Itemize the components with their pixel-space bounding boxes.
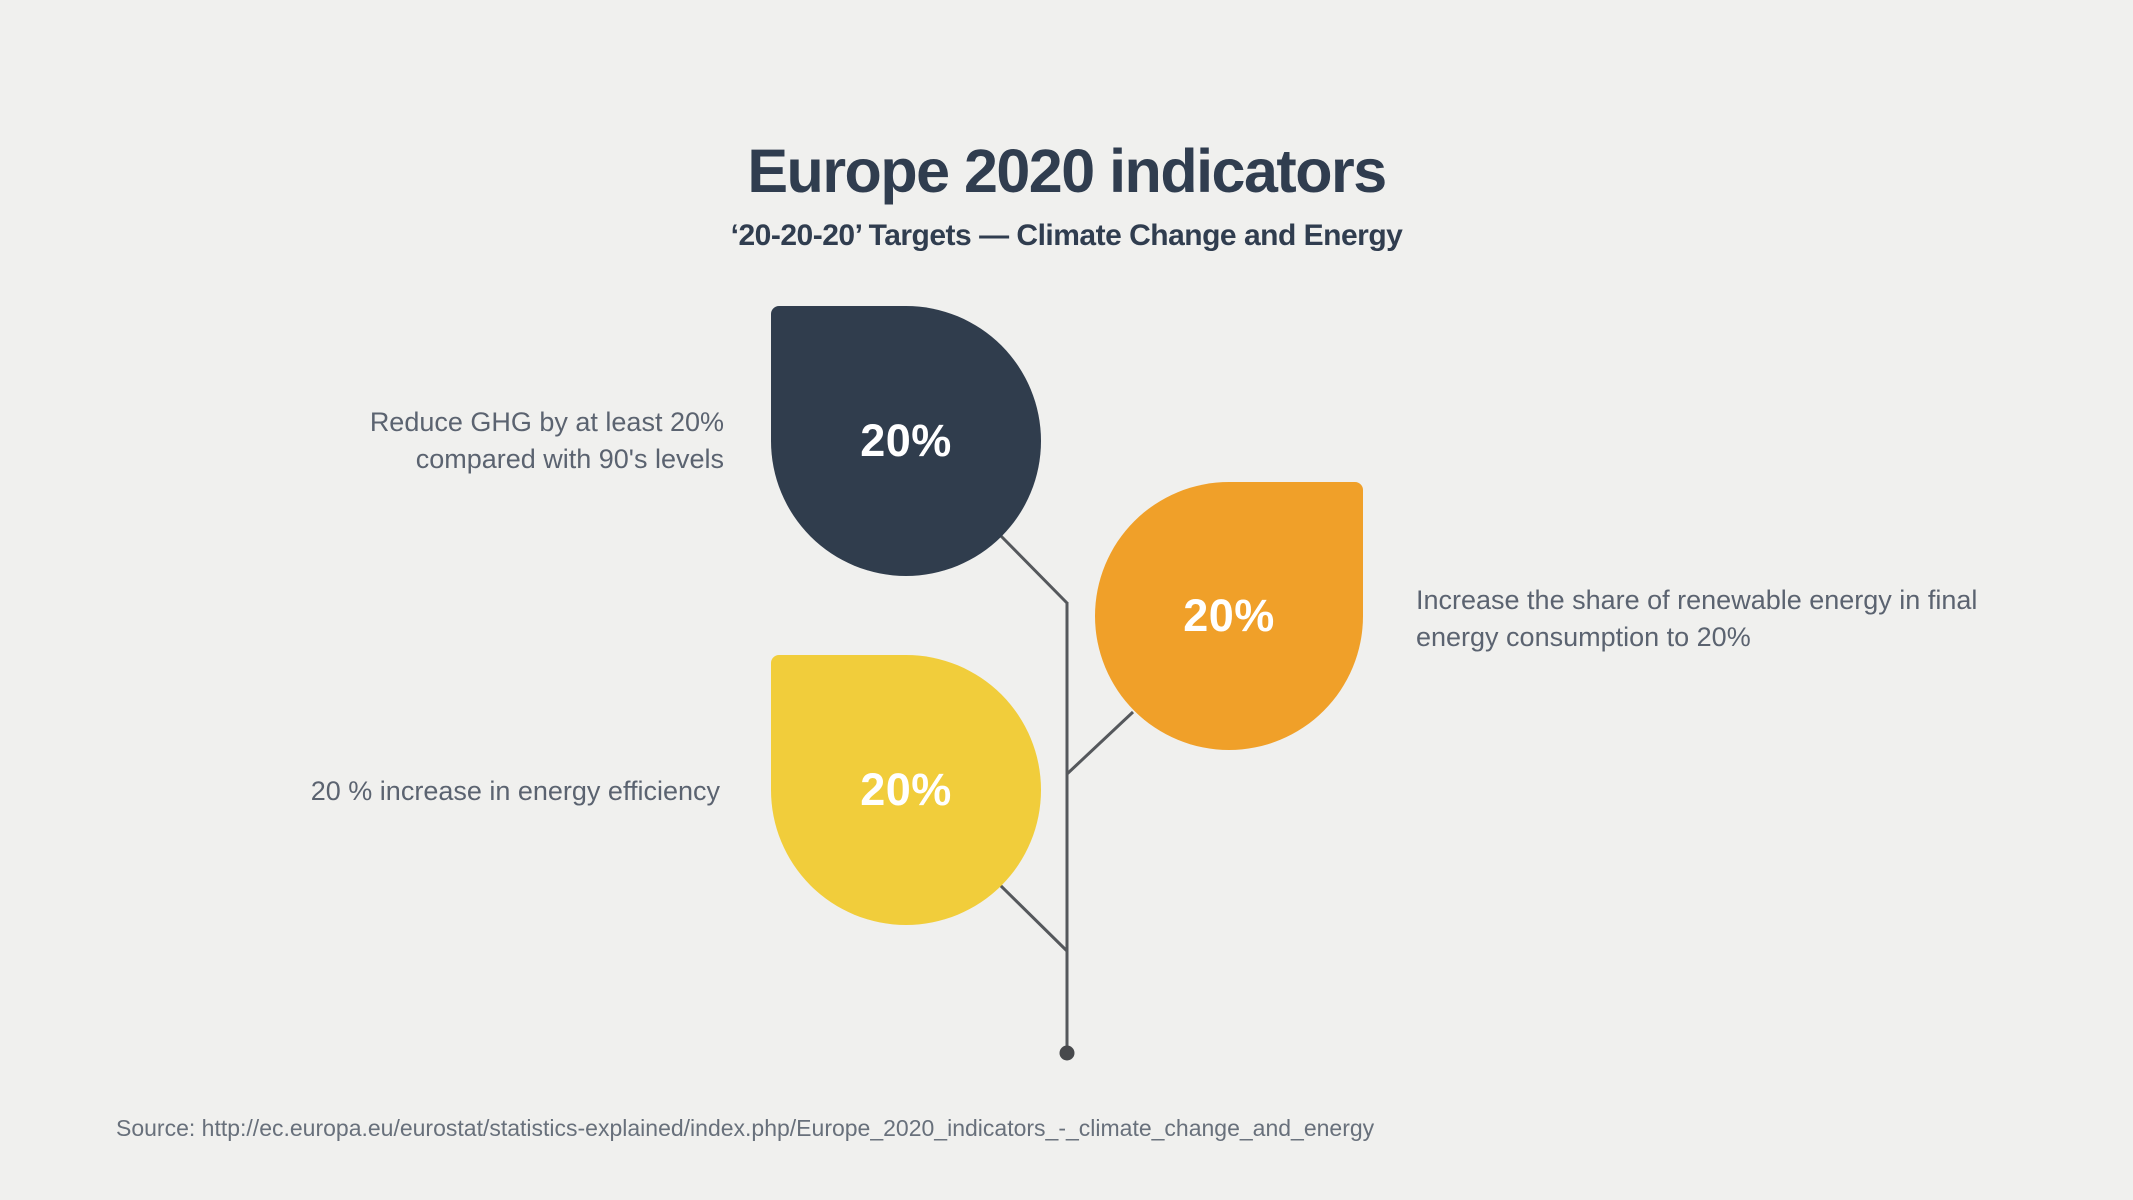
renewable-label-line-1: Increase the share of renewable energy i…: [1416, 585, 1978, 615]
source-text: Source: http://ec.europa.eu/eurostat/sta…: [116, 1115, 1375, 1141]
efficiency-connector-line: [998, 883, 1069, 953]
ghg-value: 20%: [860, 415, 952, 466]
renewable-connector-line: [1065, 710, 1135, 776]
ghg-connector-line: [998, 533, 1069, 605]
renewable-label-line-2: energy consumption to 20%: [1416, 622, 1751, 652]
ghg-label: Reduce GHG by at least 20% compared with…: [104, 404, 724, 478]
renewable-label: Increase the share of renewable energy i…: [1416, 582, 2056, 656]
ghg-leaf-shape: 20%: [771, 306, 1041, 576]
efficiency-value: 20%: [860, 764, 952, 815]
renewable-leaf-shape: 20%: [1095, 482, 1363, 750]
efficiency-leaf-shape: 20%: [771, 655, 1041, 925]
ghg-label-line-1: Reduce GHG by at least 20%: [369, 407, 724, 437]
page-subtitle: ‘20-20-20’ Targets — Climate Change and …: [730, 218, 1403, 252]
renewable-value: 20%: [1183, 590, 1275, 641]
page-title: Europe 2020 indicators: [747, 136, 1387, 205]
ghg-label-line-2: compared with 90's levels: [415, 444, 724, 474]
efficiency-label-line-1: 20 % increase in energy efficiency: [310, 776, 720, 806]
stem-end-dot: [1059, 1045, 1075, 1061]
efficiency-label: 20 % increase in energy efficiency: [100, 773, 720, 810]
